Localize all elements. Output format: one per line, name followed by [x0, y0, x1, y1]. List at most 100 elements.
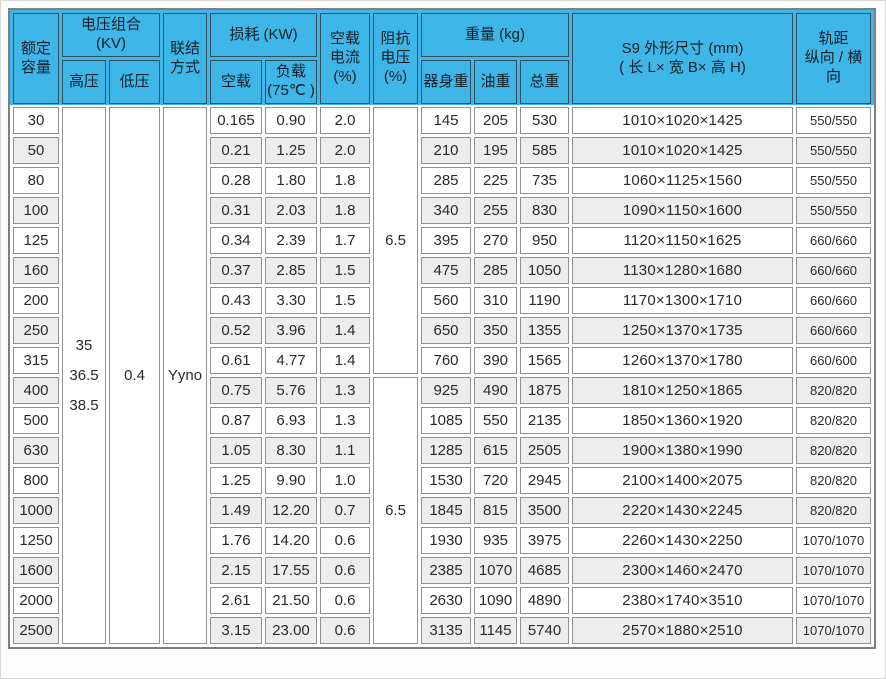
no-load-loss-cell: 3.15	[210, 617, 262, 644]
body-weight-cell: 650	[421, 317, 471, 344]
dimensions-cell: 2260×1430×2250	[572, 527, 793, 554]
oil-weight-cell: 195	[474, 137, 517, 164]
capacity-cell: 1000	[13, 497, 59, 524]
total-weight-cell: 585	[520, 137, 569, 164]
no-load-current-cell: 1.8	[320, 197, 370, 224]
dimensions-cell: 2300×1460×2470	[572, 557, 793, 584]
no-load-loss-cell: 0.31	[210, 197, 262, 224]
table-row: 800 1.25 9.90 1.0 1530 720 2945 2100×1400×2075 8…	[13, 467, 871, 494]
dimensions-cell: 1810×1250×1865	[572, 377, 793, 404]
table-row: 400 0.75 5.76 1.3 6.5 925 490 1875 1810×1250×186…	[13, 377, 871, 644]
total-weight-cell: 530	[520, 107, 569, 134]
load-loss-cell: 5.76	[265, 377, 317, 404]
capacity-cell: 125	[13, 227, 59, 254]
load-loss-cell: 3.30	[265, 287, 317, 314]
load-loss-cell: 17.55	[265, 557, 317, 584]
dimensions-cell: 1010×1020×1425	[572, 107, 793, 134]
capacity-cell: 250	[13, 317, 59, 344]
dimensions-cell: 1130×1280×1680	[572, 257, 793, 284]
load-loss-cell: 12.20	[265, 497, 317, 524]
dimensions-cell: 1250×1370×1735	[572, 317, 793, 344]
table-header: 额定 容量 电压组合 (KV) 联结 方式 损耗 (KW) 空载 电流 (%) …	[13, 13, 871, 104]
table-row: 125 0.34 2.39 1.7 395 270 950 1120×1150×1625 660…	[13, 227, 871, 254]
header-oil-weight: 油重	[474, 60, 517, 104]
no-load-current-cell: 1.0	[320, 467, 370, 494]
header-dimensions: S9 外形尺寸 (mm) ( 长 L× 宽 B× 高 H)	[572, 13, 793, 104]
body-weight-cell: 145	[421, 107, 471, 134]
no-load-loss-cell: 1.49	[210, 497, 262, 524]
header-voltage-combo: 电压组合 (KV)	[62, 13, 160, 57]
no-load-loss-cell: 2.61	[210, 587, 262, 614]
oil-weight-cell: 1070	[474, 557, 517, 584]
no-load-current-cell: 1.4	[320, 347, 370, 374]
header-low-voltage: 低压	[109, 60, 160, 104]
total-weight-cell: 3500	[520, 497, 569, 524]
table-row: 315 0.61 4.77 1.4 760 390 1565 1260×1370×1780 66…	[13, 347, 871, 374]
oil-weight-cell: 310	[474, 287, 517, 314]
oil-weight-cell: 720	[474, 467, 517, 494]
load-loss-cell: 2.39	[265, 227, 317, 254]
header-total-weight: 总重	[520, 60, 569, 104]
body-weight-cell: 210	[421, 137, 471, 164]
body-weight-cell: 1930	[421, 527, 471, 554]
body-weight-cell: 760	[421, 347, 471, 374]
no-load-loss-cell: 0.87	[210, 407, 262, 434]
dimensions-cell: 2380×1740×3510	[572, 587, 793, 614]
load-loss-cell: 2.03	[265, 197, 317, 224]
no-load-current-cell: 1.5	[320, 287, 370, 314]
no-load-loss-cell: 0.37	[210, 257, 262, 284]
body-weight-cell: 1845	[421, 497, 471, 524]
no-load-loss-cell: 0.43	[210, 287, 262, 314]
table-row: 200 0.43 3.30 1.5 560 310 1190 1170×1300×1710 66…	[13, 287, 871, 314]
body-weight-cell: 3135	[421, 617, 471, 644]
load-loss-cell: 4.77	[265, 347, 317, 374]
table-row: 630 1.05 8.30 1.1 1285 615 2505 1900×1380×1990 8…	[13, 437, 871, 464]
table-row: 100 0.31 2.03 1.8 340 255 830 1090×1150×1600 550…	[13, 197, 871, 224]
impedance-value-cell: 6.5	[373, 377, 418, 644]
total-weight-cell: 1565	[520, 347, 569, 374]
oil-weight-cell: 270	[474, 227, 517, 254]
oil-weight-cell: 255	[474, 197, 517, 224]
rail-gauge-cell: 820/820	[796, 467, 871, 494]
capacity-cell: 400	[13, 377, 59, 404]
no-load-current-cell: 1.7	[320, 227, 370, 254]
rail-gauge-cell: 820/820	[796, 407, 871, 434]
load-loss-cell: 8.30	[265, 437, 317, 464]
total-weight-cell: 5740	[520, 617, 569, 644]
oil-weight-cell: 1090	[474, 587, 517, 614]
total-weight-cell: 950	[520, 227, 569, 254]
header-body-weight: 器身重	[421, 60, 471, 104]
capacity-cell: 200	[13, 287, 59, 314]
dimensions-cell: 2570×1880×2510	[572, 617, 793, 644]
header-high-voltage: 高压	[62, 60, 106, 104]
total-weight-cell: 1190	[520, 287, 569, 314]
capacity-cell: 100	[13, 197, 59, 224]
capacity-cell: 1250	[13, 527, 59, 554]
capacity-cell: 50	[13, 137, 59, 164]
transformer-spec-table: 额定 容量 电压组合 (KV) 联结 方式 损耗 (KW) 空载 电流 (%) …	[8, 8, 876, 649]
load-loss-cell: 0.90	[265, 107, 317, 134]
no-load-current-cell: 2.0	[320, 137, 370, 164]
capacity-cell: 2000	[13, 587, 59, 614]
table-row: 1250 1.76 14.20 0.6 1930 935 3975 2260×1430×225…	[13, 527, 871, 554]
load-loss-cell: 23.00	[265, 617, 317, 644]
connection-value-cell: Yyno	[163, 107, 207, 644]
table-row: 2500 3.15 23.00 0.6 3135 1145 5740 2570×1880×25…	[13, 617, 871, 644]
dimensions-cell: 1010×1020×1425	[572, 137, 793, 164]
capacity-cell: 30	[13, 107, 59, 134]
rail-gauge-cell: 820/820	[796, 437, 871, 464]
oil-weight-cell: 205	[474, 107, 517, 134]
total-weight-cell: 1875	[520, 377, 569, 404]
no-load-current-cell: 0.6	[320, 617, 370, 644]
header-no-load-loss: 空载	[210, 60, 262, 104]
body-weight-cell: 475	[421, 257, 471, 284]
no-load-loss-cell: 2.15	[210, 557, 262, 584]
header-load-loss: 负载 (75℃ )	[265, 60, 317, 104]
no-load-current-cell: 1.3	[320, 377, 370, 404]
table-row: 30 35 36.5 38.5 0.4 Yyno 0.165 0.90 2.0 6.5 145 2…	[13, 107, 871, 644]
capacity-cell: 315	[13, 347, 59, 374]
load-loss-cell: 1.80	[265, 167, 317, 194]
rail-gauge-cell: 1070/1070	[796, 527, 871, 554]
rail-gauge-cell: 660/660	[796, 287, 871, 314]
dimensions-cell: 1260×1370×1780	[572, 347, 793, 374]
